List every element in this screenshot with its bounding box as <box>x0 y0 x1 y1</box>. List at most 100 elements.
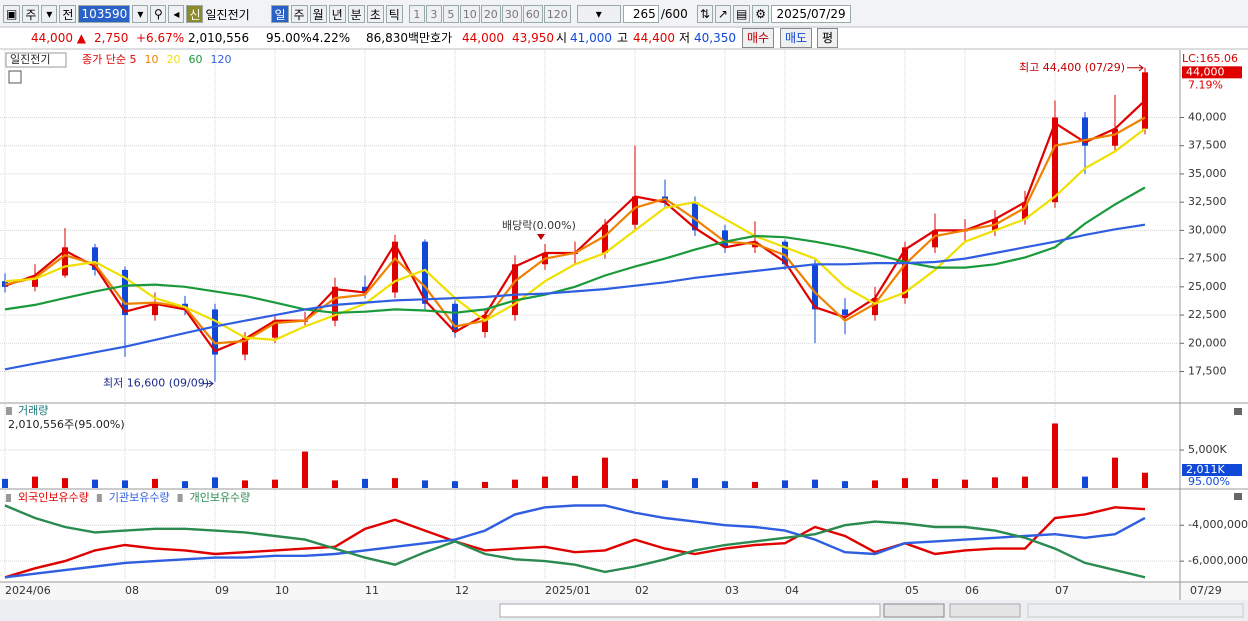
toolbar-button[interactable]: 초 <box>366 5 384 23</box>
y-tick-label: 5,000K <box>1188 443 1227 456</box>
candle-body <box>422 241 428 304</box>
scale-label: LC:165.06 <box>1182 52 1238 65</box>
credit-badge[interactable]: 신 <box>186 5 204 23</box>
panel-close[interactable] <box>1234 408 1242 415</box>
candle-body <box>1022 202 1028 220</box>
legend-marker <box>177 494 183 502</box>
last-rate: 7.19% <box>1188 78 1223 91</box>
toolbar-button[interactable]: 5 <box>442 5 459 23</box>
toolbar-button[interactable]: 60 <box>522 5 543 23</box>
settings[interactable]: ⚙ <box>752 5 770 23</box>
legend-entry: 10 <box>144 53 158 66</box>
volume-bar <box>1052 423 1058 488</box>
y-tick-label: 30,000 <box>1188 223 1227 236</box>
tool[interactable]: ↗ <box>714 5 731 23</box>
volume-bar <box>242 480 248 488</box>
panel-close[interactable] <box>1234 493 1242 500</box>
date-input[interactable]: 2025/07/29 <box>771 5 852 23</box>
y-tick-label: 40,000 <box>1188 110 1227 123</box>
dividend-note: 배당락(0.00%) <box>502 219 576 232</box>
candle-body <box>122 269 128 316</box>
calc-icon[interactable] <box>8 70 22 84</box>
dropdown[interactable]: ▾ <box>132 5 149 23</box>
y-tick-label: 22,500 <box>1188 308 1227 321</box>
toolbar-button[interactable]: 1 <box>408 5 425 23</box>
candle-body <box>902 247 908 299</box>
market-select[interactable]: 주 <box>22 5 40 23</box>
candle-body <box>1112 128 1118 146</box>
scroll-track[interactable] <box>499 603 881 618</box>
volume-bar <box>542 476 548 488</box>
candle-body <box>722 230 728 248</box>
last-volume: 2,011K <box>1186 463 1225 476</box>
candle-body <box>92 247 98 270</box>
tool-icons[interactable] <box>1027 603 1244 618</box>
x-tick-label: 03 <box>725 584 739 597</box>
sound[interactable]: ◂ <box>168 5 185 23</box>
dividend-marker <box>537 234 545 240</box>
turnover: 4.22% <box>312 31 351 45</box>
volume-bar <box>302 451 308 488</box>
count-input[interactable]: 265 <box>622 5 659 23</box>
menu-icon[interactable]: ▣ <box>3 5 21 23</box>
toolbar-button[interactable]: 30 <box>501 5 522 23</box>
volume-bar <box>452 481 458 488</box>
avg-button[interactable]: 평 <box>817 28 839 48</box>
holding-line <box>4 504 1146 579</box>
low-note: 최저 16,600 (09/09) <box>103 377 209 390</box>
high-arrow <box>1127 64 1144 72</box>
volume-bar <box>782 480 788 488</box>
low-label: 저 <box>679 31 691 45</box>
toolbar-button[interactable]: 년 <box>328 5 346 23</box>
volume-bar <box>1022 476 1028 488</box>
volume-bar <box>842 481 848 488</box>
toolbar-button[interactable]: 10 <box>459 5 480 23</box>
search[interactable]: ⚲ <box>150 5 167 23</box>
candle-body <box>1082 117 1088 146</box>
sell-button[interactable]: 매도 <box>780 28 813 48</box>
x-tick-label: 04 <box>785 584 799 597</box>
volume-bar <box>212 477 218 488</box>
y-tick-label: 17,500 <box>1188 365 1227 378</box>
tool[interactable]: ▤ <box>732 5 751 23</box>
toolbar-button[interactable]: 3 <box>425 5 442 23</box>
toolbar-button[interactable]: 20 <box>480 5 501 23</box>
buy-button[interactable]: 매수 <box>742 28 775 48</box>
toolbar-button[interactable]: 틱 <box>385 5 403 23</box>
x-tick-label: 09 <box>215 584 229 597</box>
amount: 86,830백만 <box>366 31 431 45</box>
volume-bar <box>422 480 428 488</box>
volume-bar <box>752 481 758 488</box>
y-tick-label: 27,500 <box>1188 252 1227 265</box>
x-axis-bg <box>0 582 1248 600</box>
toolbar-button[interactable]: 일 <box>271 5 289 23</box>
dropdown[interactable]: ▾ <box>41 5 58 23</box>
tool[interactable]: ⇅ <box>696 5 713 23</box>
dropdown[interactable]: ▾ <box>576 5 621 23</box>
y-tick-label: 20,000 <box>1188 336 1227 349</box>
high: 44,400 <box>633 31 675 45</box>
x-tick-label: 05 <box>905 584 919 597</box>
legend-entry: 20 <box>166 53 180 66</box>
candle-body <box>782 241 788 265</box>
code-input[interactable]: 103590 <box>78 5 131 23</box>
view-select[interactable]: 전 <box>59 5 77 23</box>
scroll-buttons[interactable] <box>883 603 945 618</box>
count-max: /600 <box>660 7 688 21</box>
toolbar-button[interactable]: 월 <box>309 5 327 23</box>
toolbar-button[interactable]: 분 <box>347 5 365 23</box>
volume-bar <box>122 480 128 488</box>
volume-ratio: 95.00% <box>266 31 312 45</box>
holding-line <box>4 504 1146 579</box>
volume-bar <box>512 479 518 488</box>
x-tick-label: 02 <box>635 584 649 597</box>
legend-entry: 60 <box>188 53 202 66</box>
toolbar-button[interactable]: 주 <box>290 5 308 23</box>
volume-bar <box>572 475 578 488</box>
toolbar-button[interactable]: 120 <box>543 5 571 23</box>
legend-entry: 기관보유수량 <box>109 491 170 504</box>
x-tick-label: 06 <box>965 584 979 597</box>
zoom-slider[interactable] <box>949 603 1021 618</box>
x-tick-label: 08 <box>125 584 139 597</box>
